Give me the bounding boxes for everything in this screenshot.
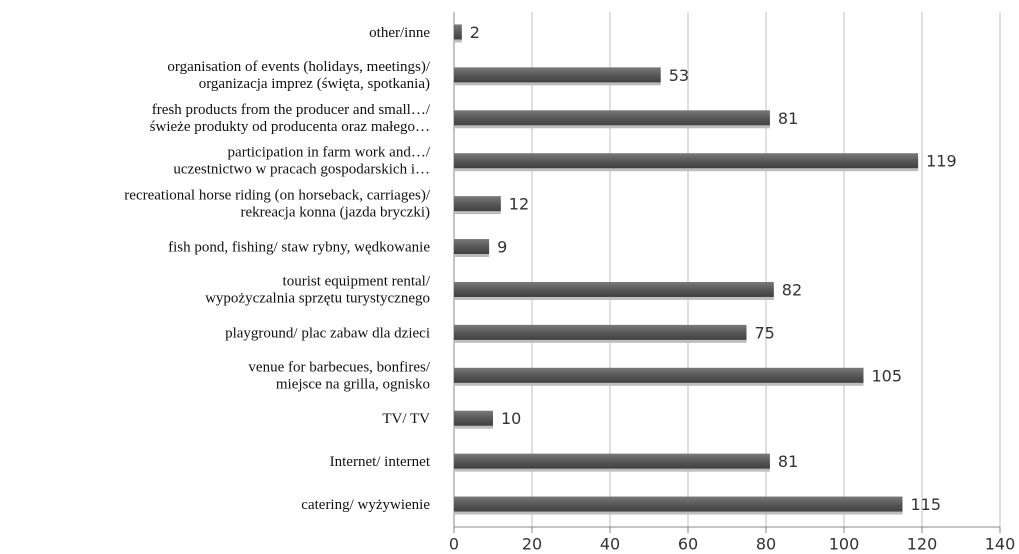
bar (454, 453, 770, 469)
x-tick-label: 120 (907, 535, 938, 554)
x-tick-label: 100 (829, 535, 860, 554)
y-tick-label: catering/ wyżywienie (301, 497, 430, 513)
bar (454, 496, 903, 512)
y-tick-label: fresh products from the producer and sma… (150, 102, 431, 135)
x-tick-label: 40 (600, 535, 620, 554)
x-tick-label: 80 (756, 535, 776, 554)
y-tick-label: recreational horse riding (on horseback,… (124, 188, 431, 221)
y-tick-label: fish pond, fishing/ staw rybny, wędkowan… (168, 239, 430, 255)
x-tick-label: 20 (522, 535, 542, 554)
x-tick-label: 140 (985, 535, 1016, 554)
y-tick-label: organisation of events (holidays, meetin… (167, 59, 430, 92)
bar (454, 410, 493, 426)
value-label: 2 (470, 23, 480, 42)
bar (454, 153, 919, 169)
bar (454, 367, 864, 383)
bar (454, 24, 462, 40)
x-tick-label: 60 (678, 535, 698, 554)
value-label: 82 (782, 280, 802, 299)
y-tick-label: participation in farm work and…/uczestni… (173, 145, 430, 178)
value-label: 10 (501, 409, 521, 428)
value-label: 12 (509, 195, 529, 214)
value-label: 105 (872, 366, 903, 385)
bar (454, 239, 490, 255)
value-label: 81 (778, 109, 798, 128)
y-tick-label: playground/ plac zabaw dla dzieci (225, 325, 430, 341)
value-label: 81 (778, 452, 798, 471)
bar (454, 324, 747, 340)
y-tick-label: TV/ TV (382, 411, 430, 427)
value-label: 9 (497, 238, 507, 257)
bar (454, 281, 774, 297)
value-label: 115 (911, 495, 942, 514)
value-label: 119 (926, 152, 957, 171)
bar (454, 67, 661, 83)
x-tick-label: 0 (449, 535, 459, 554)
y-tick-label: tourist equipment rental/wypożyczalnia s… (205, 274, 431, 307)
value-label: 75 (755, 323, 775, 342)
bar (454, 110, 770, 126)
y-tick-label: Internet/ internet (330, 454, 431, 470)
y-tick-label: venue for barbecues, bonfires/miejsce na… (248, 360, 430, 393)
y-tick-label: other/inne (369, 25, 430, 41)
bar (454, 196, 501, 212)
value-label: 53 (669, 66, 689, 85)
